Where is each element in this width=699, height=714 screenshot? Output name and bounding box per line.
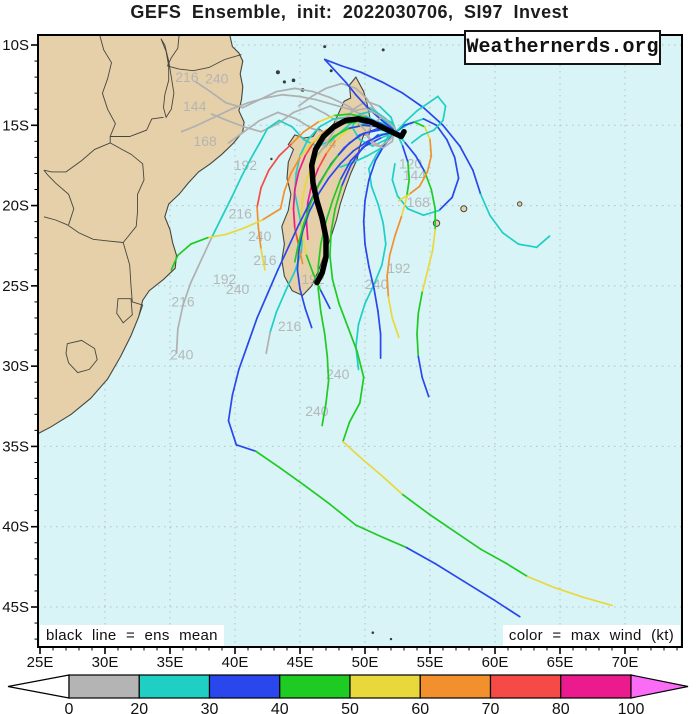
x-axis-label: 30E	[92, 654, 119, 671]
x-axis-label: 65E	[547, 654, 574, 671]
country-borders-layer	[43, 35, 242, 317]
colorbar-over-arrow	[630, 674, 689, 699]
y-axis-label: 45S	[2, 599, 29, 616]
ensemble-track	[362, 130, 398, 359]
ensemble-track	[355, 130, 398, 371]
plot-frame	[37, 34, 683, 648]
colorbar-segment	[208, 674, 281, 699]
island-dot	[270, 157, 273, 161]
forecast-hour-label: 144	[183, 98, 207, 114]
y-axis-label: 25S	[2, 278, 29, 295]
colorbar-segment	[138, 674, 211, 699]
forecast-hour-labels-layer: 2162401441681922162402161922402162401441…	[170, 69, 430, 419]
colorbar-segment	[279, 674, 351, 699]
country-border	[43, 142, 111, 173]
x-axis-label: 35E	[157, 654, 184, 671]
forecast-hour-label: 192	[387, 260, 411, 276]
axis-ticks-and-labels: 25E 30E 35E 40E 45E 50E 55E 60E 65E 70E 10S 15S 20S 2…	[2, 37, 678, 671]
africa-landmass	[38, 35, 245, 435]
eswatini-border	[116, 298, 133, 324]
country-border	[122, 242, 144, 317]
colorbar-segment	[349, 674, 421, 699]
x-axis-label: 55E	[417, 654, 444, 671]
colorbar-under-arrow	[7, 674, 70, 699]
colorbar-label: 30	[201, 701, 219, 714]
island-dot	[291, 78, 296, 83]
ensemble-track	[395, 95, 447, 144]
country-border	[43, 169, 75, 225]
colorbar-segment	[489, 674, 562, 699]
country-border	[167, 54, 242, 72]
y-axis-label: 35S	[2, 438, 29, 455]
forecast-hour-label: 240	[365, 276, 389, 292]
colorbar-label: 60	[411, 701, 429, 714]
island-dot	[275, 70, 280, 75]
ensemble-mean-track-layer	[308, 116, 407, 286]
y-axis-label: 30S	[2, 358, 29, 375]
island-dot	[323, 45, 327, 49]
y-axis-label: 40S	[2, 519, 29, 536]
colorbar-label: 20	[130, 701, 148, 714]
forecast-hour-label: 216	[171, 294, 195, 310]
forecast-hour-label: 192	[234, 157, 258, 173]
island-dot	[371, 631, 375, 634]
island-outlined	[432, 219, 441, 227]
forecast-hour-label: 168	[407, 194, 431, 210]
country-border	[109, 116, 164, 243]
watermark-box[interactable]: Weathernerds.org	[464, 30, 661, 65]
wind-colorbar: 0 20 30 40 50 60 70 80 100	[7, 674, 689, 714]
y-axis-label: 20S	[2, 198, 29, 215]
colorbar-label: 80	[552, 701, 570, 714]
ensemble-mean-track	[308, 116, 407, 286]
ensemble-track	[395, 130, 437, 398]
x-axis-label: 45E	[287, 654, 314, 671]
x-axis-label: 60E	[482, 654, 509, 671]
forecast-hour-label: 192	[213, 271, 237, 287]
colorbar-segment	[68, 674, 140, 699]
forecast-hour-label: 240	[226, 281, 250, 297]
ensemble-track	[317, 130, 398, 427]
x-axis-label: 40E	[222, 654, 249, 671]
forecast-hour-label: 120	[399, 156, 423, 172]
lesotho-border	[65, 339, 98, 374]
forecast-hour-label: 240	[170, 347, 194, 363]
ensemble-track	[300, 124, 398, 310]
island-dot	[329, 69, 333, 73]
legend-color-note: color = max wind (kt)	[502, 625, 680, 646]
forecast-hour-label: 240	[305, 403, 329, 419]
forecast-hour-label: 216	[278, 318, 302, 334]
colorbar-label: 70	[482, 701, 500, 714]
colorbar-segment	[560, 674, 632, 699]
island-dot	[381, 48, 385, 52]
island-outlined	[517, 201, 523, 207]
colorbar-label: 50	[341, 701, 359, 714]
forecast-hour-label: 216	[253, 252, 277, 268]
colorbar-segment	[419, 674, 492, 699]
country-border	[99, 35, 116, 137]
watermark-text: Weathernerds.org	[466, 36, 659, 59]
island-outlined	[460, 205, 468, 213]
island-dot	[282, 80, 286, 84]
x-axis-label: 25E	[27, 654, 54, 671]
x-axis-label: 70E	[612, 654, 639, 671]
forecast-hour-label: 240	[205, 71, 229, 87]
forecast-hour-label: 168	[193, 133, 217, 149]
island-dot	[389, 637, 393, 641]
legend-mean-note: black line = ens mean	[40, 625, 224, 646]
y-axis-label: 15S	[2, 117, 29, 134]
forecast-hour-label: 216	[175, 69, 199, 85]
colorbar-label: 40	[271, 701, 289, 714]
y-axis-label: 10S	[2, 37, 29, 54]
x-axis-label: 50E	[352, 654, 379, 671]
colorbar-label: 0	[65, 701, 74, 714]
ensemble-track	[323, 58, 551, 249]
country-border	[43, 216, 124, 243]
forecast-hour-label: 216	[229, 205, 253, 221]
country-border	[166, 35, 180, 67]
forecast-hour-label: 240	[326, 366, 350, 382]
colorbar-label: 100	[618, 701, 645, 714]
page-title: GEFS Ensemble, init: 2022030706, SI97 In…	[130, 2, 569, 22]
